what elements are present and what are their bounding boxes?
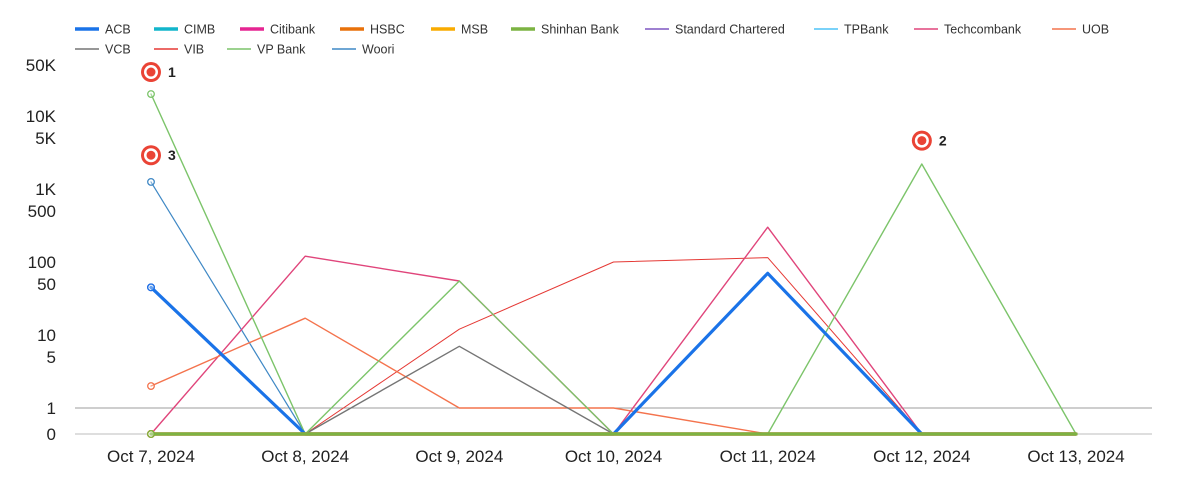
series-vcb: [147, 345, 1077, 438]
legend-item-citibank[interactable]: Citibank: [240, 23, 316, 37]
legend-label: Woori: [362, 43, 394, 57]
series-acb: [147, 271, 1078, 436]
legend-label: HSBC: [370, 23, 405, 37]
y-tick-label: 100: [28, 253, 56, 272]
y-tick-label: 0: [47, 425, 56, 444]
y-tick-label: 50K: [26, 56, 57, 75]
annotation-marker-3[interactable]: 3: [141, 145, 176, 166]
y-tick-label: 10K: [26, 107, 57, 126]
series-vib: [147, 257, 1077, 438]
legend-label: Standard Chartered: [675, 23, 785, 37]
x-tick-label: Oct 12, 2024: [873, 447, 970, 466]
y-tick-label: 10: [37, 326, 56, 345]
annotation-label: 1: [168, 64, 176, 80]
y-tick-label: 1: [47, 399, 56, 418]
series-line-acb: [149, 271, 1078, 436]
legend-item-vcb[interactable]: VCB: [75, 43, 131, 57]
series-group: [147, 90, 1078, 438]
legend: ACB CIMB Citibank HSBC MSB Shinhan Bank Standa…: [75, 23, 1109, 57]
x-tick-label: Oct 13, 2024: [1027, 447, 1124, 466]
series-line-woori: [150, 181, 1077, 435]
legend-label: ACB: [105, 23, 131, 37]
legend-label: VIB: [184, 43, 204, 57]
annotation-center: [146, 67, 156, 77]
series-line-standard-chartered: [150, 286, 1077, 435]
legend-label: CIMB: [184, 23, 215, 37]
point-shinhan-bank: [147, 430, 155, 438]
point-vp-bank: [147, 90, 155, 98]
legend-label: Shinhan Bank: [541, 23, 620, 37]
series-standard-chartered: [147, 283, 1077, 435]
annotations: 1 3 2: [141, 62, 947, 166]
x-tick-label: Oct 9, 2024: [415, 447, 503, 466]
legend-label: TPBank: [844, 23, 889, 37]
y-tick-label: 500: [28, 202, 56, 221]
annotation-marker-1[interactable]: 1: [141, 62, 176, 83]
legend-label: VP Bank: [257, 43, 306, 57]
x-tick-label: Oct 11, 2024: [720, 447, 816, 466]
legend-item-uob[interactable]: UOB: [1052, 23, 1109, 37]
annotation-label: 3: [168, 147, 176, 163]
x-tick-label: Oct 10, 2024: [565, 447, 662, 466]
series-line-techcombank: [150, 226, 1077, 435]
legend-item-msb[interactable]: MSB: [431, 23, 488, 37]
y-tick-label: 1K: [35, 180, 56, 199]
x-tick-label: Oct 7, 2024: [107, 447, 195, 466]
legend-label: Techcombank: [944, 23, 1022, 37]
legend-label: UOB: [1082, 23, 1109, 37]
series-shinhan-bank: [147, 430, 1078, 438]
legend-label: VCB: [105, 43, 131, 57]
y-tick-label: 5K: [35, 129, 56, 148]
annotation-label: 2: [939, 133, 947, 149]
series-line-uob: [150, 317, 1077, 435]
annotation-center: [917, 136, 927, 146]
legend-item-vib[interactable]: VIB: [154, 43, 204, 57]
y-tick-label: 50: [37, 275, 56, 294]
point-woori: [147, 177, 155, 186]
annotation-marker-2[interactable]: 2: [911, 130, 947, 151]
legend-item-hsbc[interactable]: HSBC: [340, 23, 405, 37]
series-line-vp-bank: [150, 93, 1077, 435]
legend-item-shinhan-bank[interactable]: Shinhan Bank: [511, 23, 620, 37]
y-tick-label: 5: [47, 348, 56, 367]
legend-item-vp-bank[interactable]: VP Bank: [227, 43, 306, 57]
legend-item-woori[interactable]: Woori: [332, 43, 394, 57]
series-woori: [147, 177, 1077, 435]
legend-item-techcombank[interactable]: Techcombank: [914, 23, 1022, 37]
legend-item-standard-chartered[interactable]: Standard Chartered: [645, 23, 785, 37]
point-acb: [147, 283, 155, 292]
annotation-center: [146, 150, 156, 160]
legend-label: MSB: [461, 23, 488, 37]
x-axis: Oct 7, 2024 Oct 8, 2024 Oct 9, 2024 Oct 10,…: [75, 433, 1152, 466]
x-tick-label: Oct 8, 2024: [261, 447, 349, 466]
legend-item-tpbank[interactable]: TPBank: [814, 23, 889, 37]
series-techcombank: [147, 226, 1077, 438]
legend-label: Citibank: [270, 23, 316, 37]
legend-item-acb[interactable]: ACB: [75, 23, 131, 37]
legend-item-cimb[interactable]: CIMB: [154, 23, 215, 37]
point-uob: [147, 382, 155, 390]
